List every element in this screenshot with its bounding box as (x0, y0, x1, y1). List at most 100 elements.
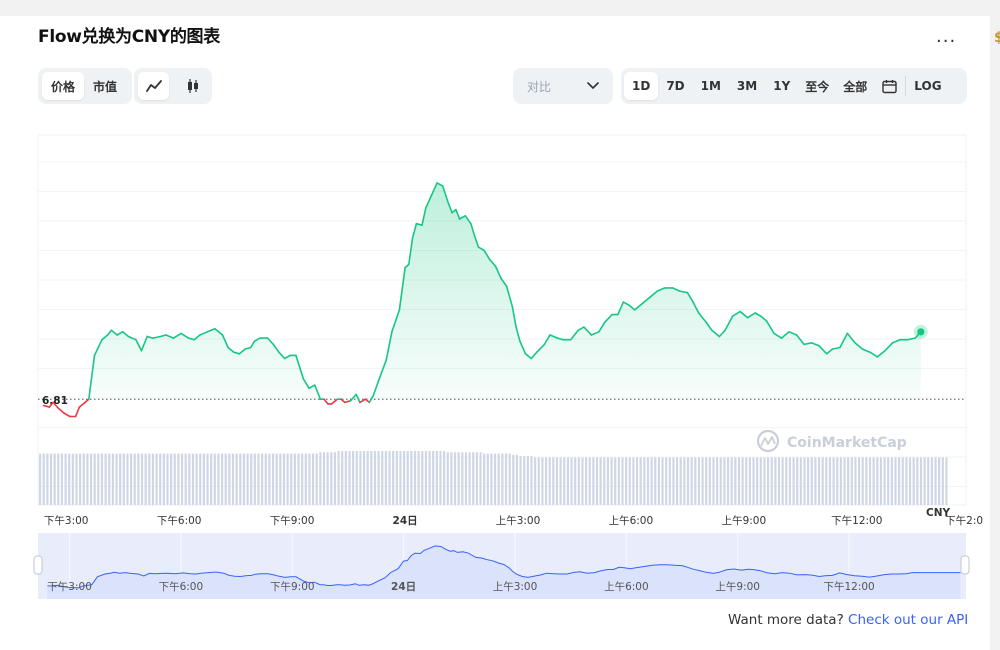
volume-bar (803, 457, 806, 505)
volume-bar (293, 453, 296, 505)
price-segment (343, 399, 352, 404)
price-segment (846, 332, 856, 344)
navigator-tick-label: 上午3:00 (493, 580, 538, 593)
volume-bar (625, 457, 628, 505)
price-segment (140, 335, 148, 352)
price-segment (788, 330, 798, 336)
volume-bar (468, 452, 471, 505)
volume-bar (253, 453, 256, 505)
price-segment (93, 338, 103, 357)
volume-bar (330, 452, 333, 505)
volume-bar (916, 457, 919, 505)
range-1y[interactable]: 1Y (773, 79, 791, 93)
volume-bar (676, 457, 679, 505)
volume-bar (610, 457, 613, 505)
price-segment (421, 207, 427, 226)
price-segment (483, 249, 491, 261)
price-segment (110, 329, 118, 336)
volume-bar (453, 452, 457, 505)
volume-bar (68, 453, 71, 505)
volume-bar (319, 452, 322, 505)
price-segment (543, 334, 551, 346)
price-segment (511, 305, 517, 328)
price-segment (313, 384, 322, 401)
price-segment (795, 334, 805, 346)
range-all[interactable]: 全部 (843, 79, 868, 94)
volume-bar (184, 453, 187, 505)
volume-bar (879, 457, 883, 505)
volume-bar (359, 451, 362, 505)
range-3m[interactable]: 3M (736, 79, 758, 93)
volume-bar (741, 457, 744, 505)
type-tabs: 价格 市值 (38, 68, 132, 104)
volume-bar (224, 453, 227, 505)
price-segment (773, 332, 783, 339)
price-segment (803, 341, 813, 346)
last-point[interactable] (917, 328, 925, 336)
volume-bar (264, 453, 267, 505)
volume-bar (148, 453, 151, 505)
volume-bar (250, 453, 253, 505)
price-segment (187, 337, 195, 341)
footer-text: Want more data? (728, 612, 844, 628)
price-segment (671, 287, 681, 292)
volume-bar (271, 453, 275, 505)
range-7d[interactable]: 7D (666, 79, 685, 93)
price-segment (583, 326, 593, 336)
volume-bar (697, 457, 701, 505)
volume-bar (767, 457, 770, 505)
price-segment (424, 194, 433, 209)
price-segment (244, 346, 252, 350)
price-segment (152, 335, 162, 339)
volume-bar (723, 457, 726, 505)
price-segment (810, 341, 821, 347)
volume-bar (843, 457, 846, 505)
price-segment (746, 312, 757, 319)
tab-price[interactable]: 价格 (42, 72, 85, 100)
price-segment (530, 351, 538, 360)
compare-dropdown[interactable]: 对比 (513, 68, 613, 104)
calendar-button[interactable] (874, 72, 905, 100)
volume-bar (643, 457, 646, 505)
price-segment (524, 352, 533, 360)
price-segment (84, 398, 90, 404)
volume-bar (555, 457, 559, 505)
volume-bar (242, 453, 246, 505)
price-segment (48, 401, 54, 408)
volume-bar (79, 453, 82, 505)
volume-bar (42, 453, 45, 505)
volume-bar (279, 453, 282, 505)
price-segment (861, 348, 871, 354)
price-segment (724, 315, 734, 332)
volume-bar (202, 453, 205, 505)
volume-bar (235, 453, 238, 505)
price-segment (569, 329, 580, 341)
calendar-icon (882, 79, 897, 93)
navigator-left-handle[interactable] (33, 555, 43, 575)
price-segment (906, 337, 917, 341)
range-ytd[interactable]: 至今 (805, 79, 830, 94)
volume-bar (494, 453, 497, 505)
line-chart-button[interactable] (138, 72, 169, 100)
volume-bar (231, 453, 235, 505)
candlestick-button[interactable] (177, 72, 208, 100)
api-link[interactable]: Check out our API (848, 612, 969, 628)
candlestick-icon (187, 79, 198, 93)
log-scale-toggle[interactable]: LOG (914, 79, 942, 93)
navigator-right-handle[interactable] (960, 555, 970, 575)
price-segment (436, 182, 444, 187)
range-1d[interactable]: 1D (624, 72, 659, 100)
price-area (43, 182, 921, 400)
volume-bar (617, 457, 620, 505)
volume-bar (938, 457, 941, 505)
volume-bar (614, 457, 617, 505)
x-tick-label: 上午6:00 (609, 514, 654, 527)
price-segment (754, 312, 762, 318)
range-1m[interactable]: 1M (700, 79, 721, 93)
volume-bar (199, 453, 202, 505)
volume-bar (661, 457, 664, 505)
more-options-icon[interactable]: ... (936, 26, 957, 47)
tab-market-cap[interactable]: 市值 (93, 79, 118, 94)
price-segment (869, 351, 879, 358)
